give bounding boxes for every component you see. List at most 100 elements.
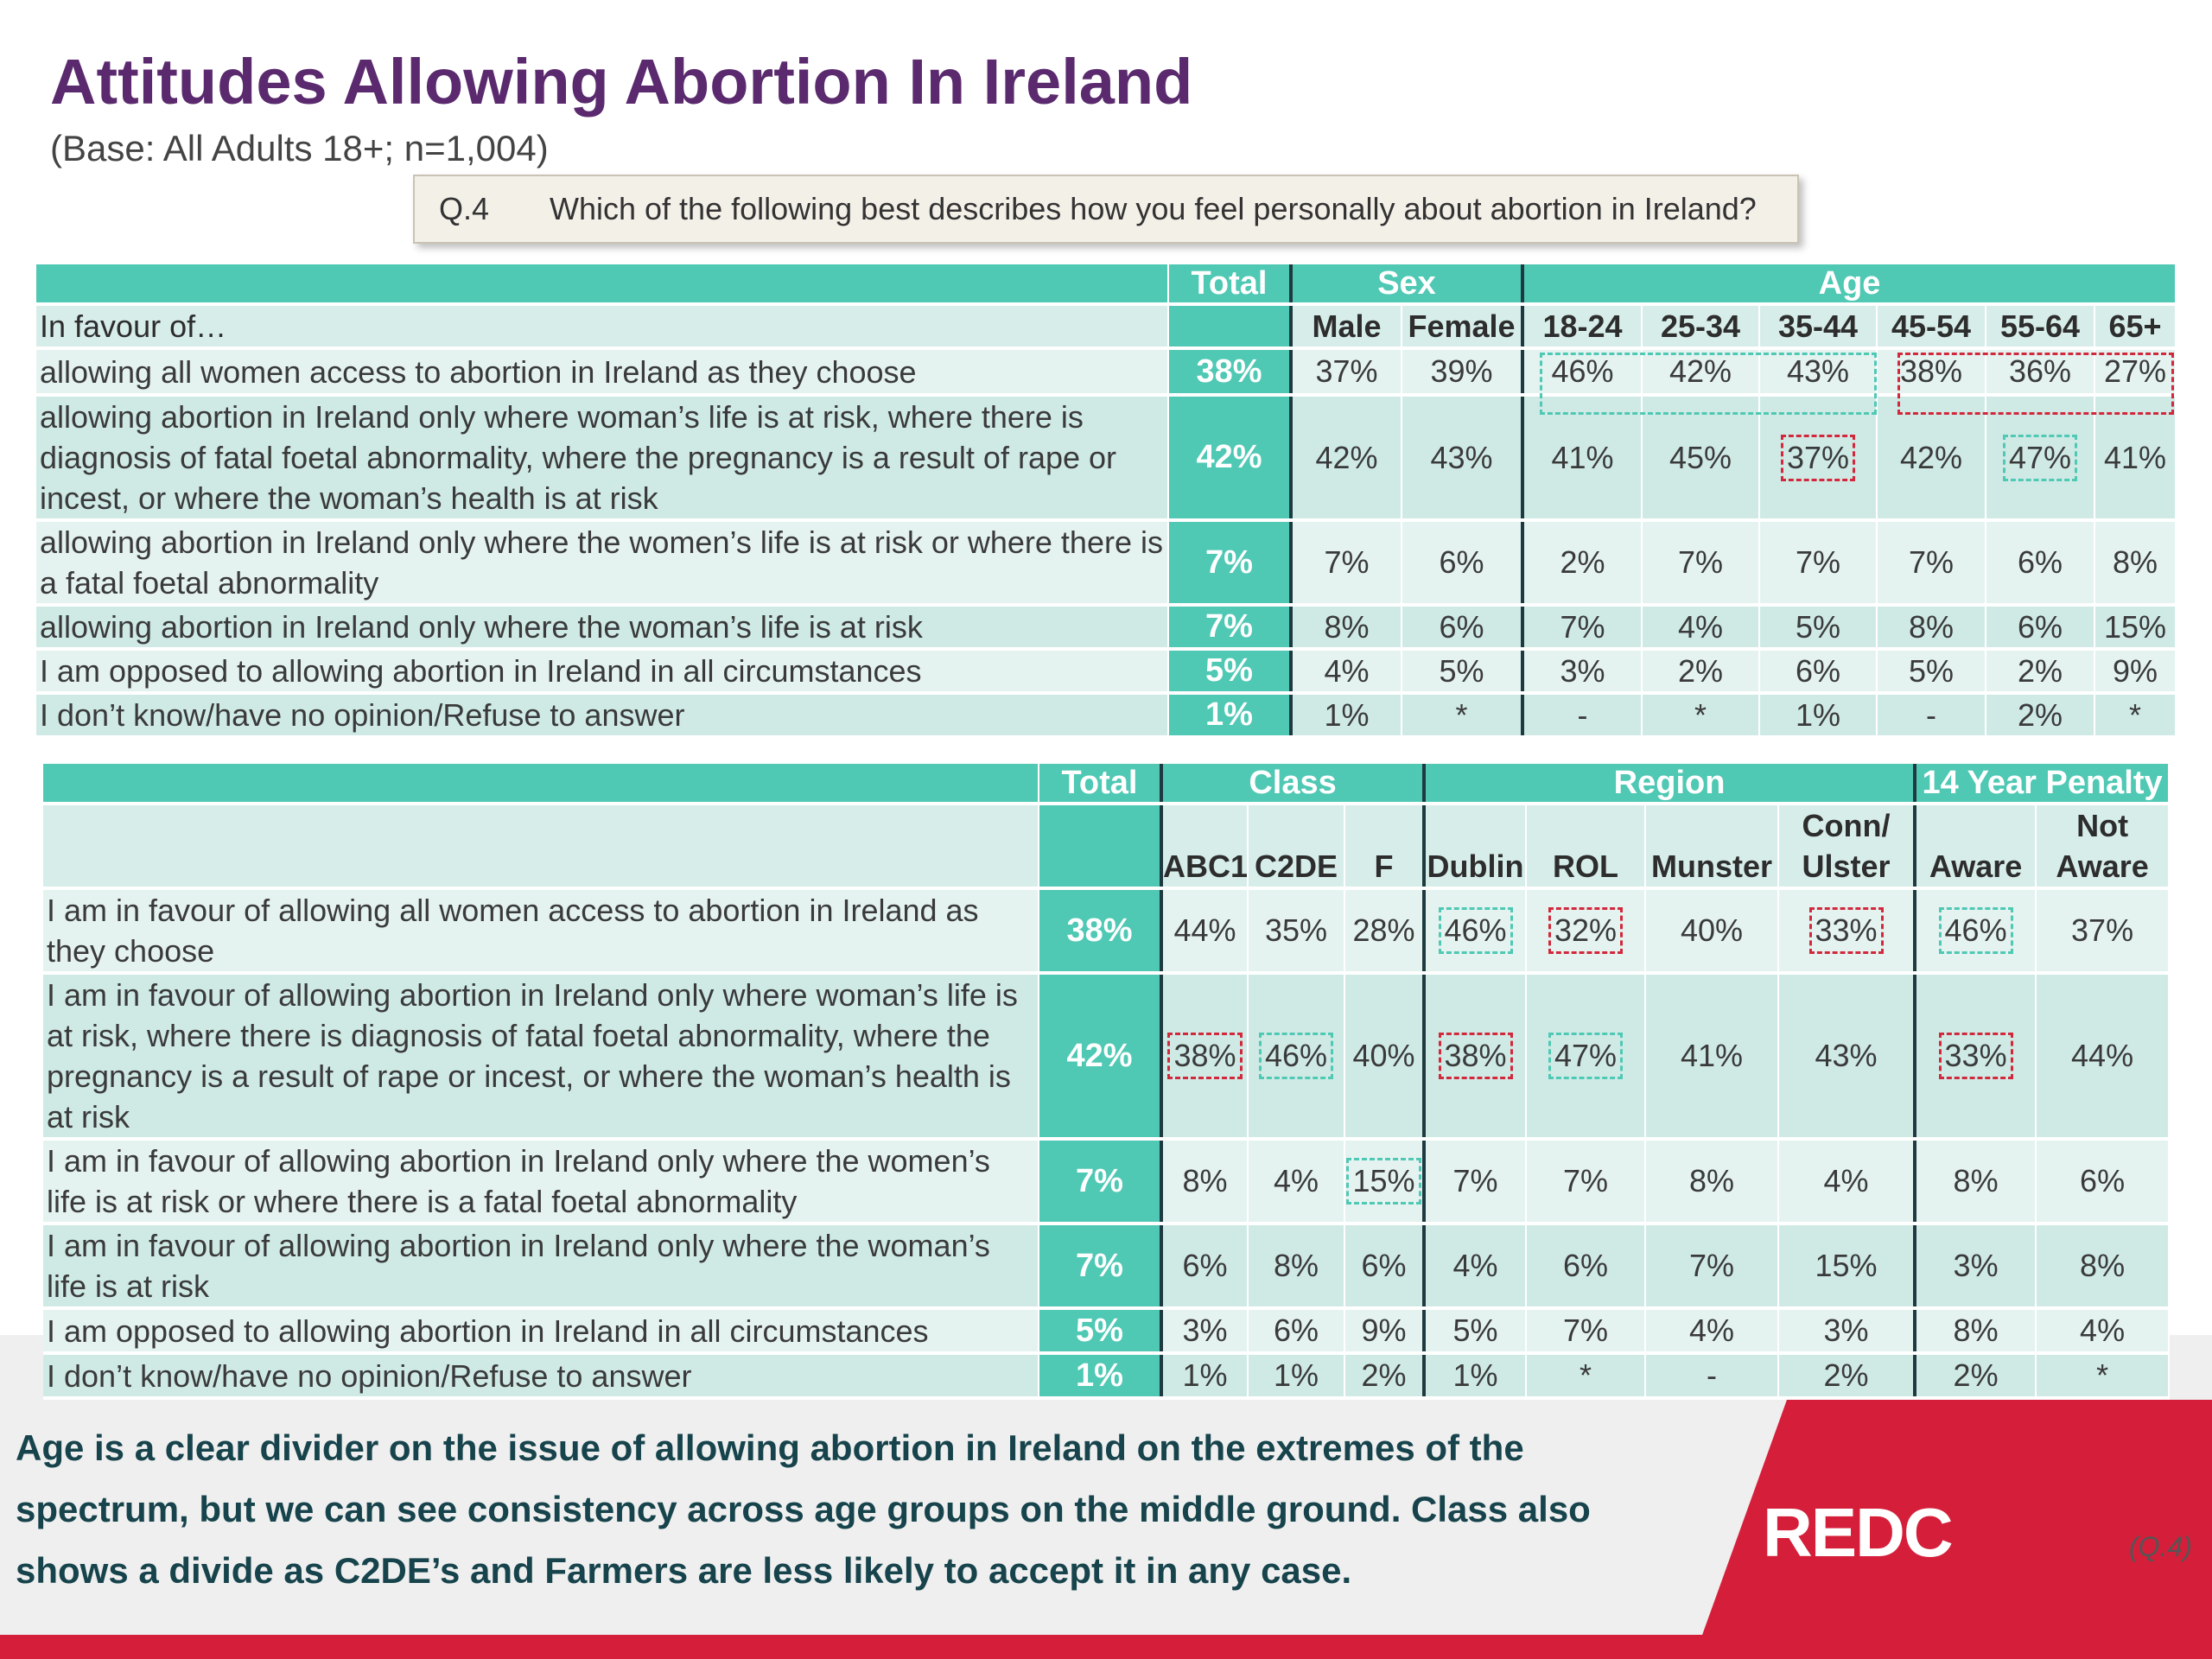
value-cell: 33% xyxy=(1913,973,2037,1141)
value-cell: 1% xyxy=(1759,693,1878,739)
value-cell: 36% xyxy=(1986,348,2095,397)
highlight-box: 15% xyxy=(1346,1158,1421,1205)
row-label: allowing all women access to abortion in… xyxy=(36,348,1169,397)
value-cell: 46% xyxy=(1422,888,1528,975)
column-header-bottom: F xyxy=(1374,849,1394,884)
column-header-row: ABC1 C2DE F Dublin ROL Munster Conn/Ulst… xyxy=(43,804,2171,890)
value-cell: 6% xyxy=(2036,1139,2171,1225)
total-header-cell xyxy=(1039,804,1162,890)
value-cell: 2% xyxy=(1521,520,1643,607)
column-header: 35-44 xyxy=(1759,304,1878,350)
value-cell: 7% xyxy=(1422,1139,1528,1225)
value-cell: * xyxy=(1642,693,1760,739)
group-header-age: Age xyxy=(1520,264,2177,306)
row-label: I am in favour of allowing abortion in I… xyxy=(43,1139,1039,1225)
value-cell: 9% xyxy=(2094,649,2177,695)
total-cell: 5% xyxy=(1039,1308,1162,1355)
total-header-cell xyxy=(1168,304,1292,350)
value-cell: 8% xyxy=(1913,1139,2037,1225)
table-row: I am in favour of allowing abortion in I… xyxy=(43,1139,2171,1225)
page-title: Attitudes Allowing Abortion In Ireland xyxy=(50,46,1193,118)
column-header-bottom: Aware xyxy=(1929,849,2023,884)
value-cell: * xyxy=(1526,1353,1647,1400)
value-cell: 6% xyxy=(1986,605,2095,651)
column-header-bottom: ROL xyxy=(1553,849,1619,884)
value-cell: 37% xyxy=(1289,348,1402,397)
value-cell: 1% xyxy=(1289,693,1402,739)
value-cell: 7% xyxy=(1877,520,1986,607)
value-cell: 15% xyxy=(1778,1224,1916,1310)
group-header-row: Total Class Region 14 Year Penalty xyxy=(43,764,2171,805)
value-cell: 6% xyxy=(1986,520,2095,607)
value-cell: 47% xyxy=(1986,395,2095,522)
table-row: allowing abortion in Ireland only where … xyxy=(36,605,2177,651)
total-cell: 38% xyxy=(1039,888,1162,975)
value-cell: 7% xyxy=(1645,1224,1780,1310)
value-cell: 28% xyxy=(1344,888,1426,975)
header-label-empty xyxy=(43,804,1039,890)
value-cell: 5% xyxy=(1402,649,1523,695)
value-cell: 8% xyxy=(1289,605,1402,651)
value-cell: 41% xyxy=(1521,395,1643,522)
value-cell: 15% xyxy=(1344,1139,1426,1225)
value-cell: 3% xyxy=(1778,1308,1916,1355)
column-header-bottom: Munster xyxy=(1651,849,1773,884)
column-header: Male xyxy=(1289,304,1402,350)
highlight-box: 33% xyxy=(1938,1033,2013,1079)
table-row: I am in favour of allowing abortion in I… xyxy=(43,973,2171,1141)
group-header-class: Class xyxy=(1159,764,1426,805)
highlight-box: 47% xyxy=(2002,434,2078,481)
value-cell: 38% xyxy=(1422,973,1528,1141)
value-cell: 46% xyxy=(1521,348,1643,397)
total-cell: 1% xyxy=(1039,1353,1162,1400)
table-row: I am in favour of allowing abortion in I… xyxy=(43,1224,2171,1310)
table-row: allowing all women access to abortion in… xyxy=(36,348,2177,397)
highlight-box: 32% xyxy=(1548,907,1624,954)
value-cell: 5% xyxy=(1422,1308,1528,1355)
group-header-total: Total xyxy=(1168,264,1292,306)
value-cell: 37% xyxy=(2036,888,2171,975)
column-header-bottom: Ulster xyxy=(1802,849,1891,884)
brand-bar xyxy=(0,1635,2212,1659)
value-cell: 4% xyxy=(1778,1139,1916,1225)
value-cell: 43% xyxy=(1759,348,1878,397)
total-cell: 5% xyxy=(1168,649,1292,695)
value-cell: 3% xyxy=(1160,1308,1249,1355)
value-cell: 4% xyxy=(1248,1139,1345,1225)
value-cell: * xyxy=(1402,693,1523,739)
highlight-box: 37% xyxy=(1780,434,1856,481)
column-header-row: In favour of… Male Female 18-24 25-34 35… xyxy=(36,304,2177,350)
value-cell: 35% xyxy=(1248,888,1345,975)
row-label: I am in favour of allowing all women acc… xyxy=(43,888,1039,975)
column-header-bottom: C2DE xyxy=(1254,849,1338,884)
column-header: ROL xyxy=(1526,804,1647,890)
table-row: I don’t know/have no opinion/Refuse to a… xyxy=(43,1353,2171,1400)
question-text: Which of the following best describes ho… xyxy=(550,191,1757,226)
column-header: Munster xyxy=(1645,804,1780,890)
value-cell: 46% xyxy=(1248,973,1345,1141)
value-cell: 5% xyxy=(1877,649,1986,695)
value-cell: 4% xyxy=(1289,649,1402,695)
value-cell: 3% xyxy=(1521,649,1643,695)
column-header: Female xyxy=(1402,304,1523,350)
value-cell: 4% xyxy=(1645,1308,1780,1355)
value-cell: 2% xyxy=(1986,693,2095,739)
value-cell: 42% xyxy=(1877,395,1986,522)
value-cell: - xyxy=(1645,1353,1780,1400)
value-cell: 47% xyxy=(1526,973,1647,1141)
brand-shape xyxy=(1694,1400,2212,1659)
column-header: 25-34 xyxy=(1642,304,1760,350)
value-cell: 2% xyxy=(1642,649,1760,695)
group-header-penalty: 14 Year Penalty xyxy=(1913,764,2171,805)
value-cell: 7% xyxy=(1526,1139,1647,1225)
value-cell: 7% xyxy=(1642,520,1760,607)
column-header: Aware xyxy=(1913,804,2037,890)
column-header: 18-24 xyxy=(1521,304,1643,350)
table-row: I am opposed to allowing abortion in Ire… xyxy=(36,649,2177,695)
value-cell: 41% xyxy=(1645,973,1780,1141)
value-cell: 38% xyxy=(1877,348,1986,397)
value-cell: 4% xyxy=(2036,1308,2171,1355)
group-header-sex: Sex xyxy=(1289,264,1523,306)
value-cell: 4% xyxy=(1642,605,1760,651)
column-header-bottom: ABC1 xyxy=(1163,849,1248,884)
